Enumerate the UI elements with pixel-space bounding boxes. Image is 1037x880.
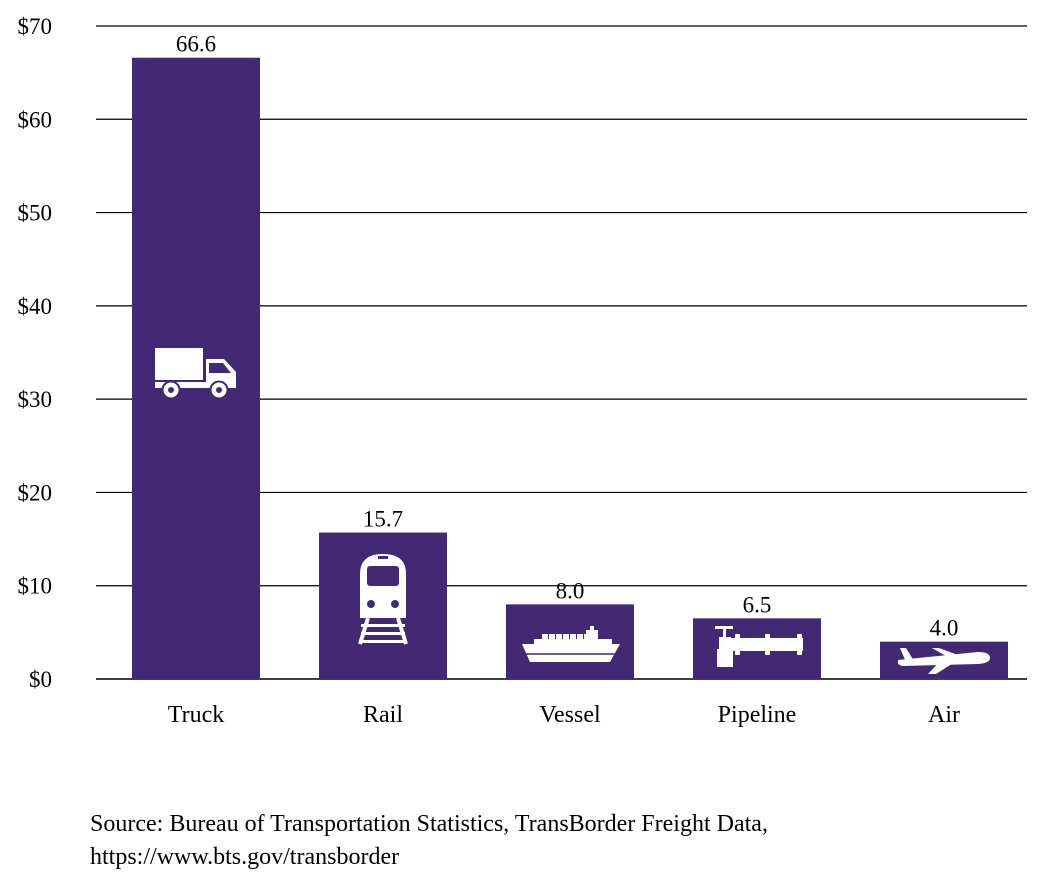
data-label-pipeline: 6.5	[743, 592, 772, 617]
y-tick-label: $30	[18, 387, 53, 412]
data-labels: 66.6 15.7 8.0 6.5 4.0	[176, 32, 959, 641]
category-label-vessel: Vessel	[539, 702, 601, 728]
y-axis-ticks: $0 $10 $20 $30 $40 $50 $60 $70	[18, 14, 53, 692]
source-line-1: Source: Bureau of Transportation Statist…	[90, 811, 768, 837]
data-label-vessel: 8.0	[556, 578, 585, 603]
source-line-2: https://www.bts.gov/transborder	[90, 844, 400, 870]
data-label-rail: 15.7	[363, 507, 403, 532]
y-tick-label: $0	[29, 667, 52, 692]
category-label-rail: Rail	[363, 702, 403, 728]
category-labels: Truck Rail Vessel Pipeline Air	[168, 702, 960, 728]
airplane-icon	[898, 648, 990, 674]
pipeline-icon	[715, 626, 803, 667]
y-tick-label: $70	[18, 14, 53, 39]
category-label-pipeline: Pipeline	[718, 702, 797, 728]
category-label-air: Air	[928, 702, 960, 728]
y-tick-label: $60	[18, 107, 53, 132]
y-tick-label: $10	[18, 574, 53, 599]
bar-icons	[155, 348, 990, 674]
y-tick-label: $20	[18, 480, 53, 505]
data-label-air: 4.0	[930, 616, 959, 641]
y-tick-label: $50	[18, 201, 53, 226]
ship-icon	[522, 626, 620, 662]
bar-chart: $0 $10 $20 $30 $40 $50 $60 $70 66.6 15.7 8.0 6.5 4.…	[18, 14, 1027, 728]
data-label-truck: 66.6	[176, 32, 216, 57]
truck-icon	[155, 348, 236, 400]
source-note: Source: Bureau of Transportation Statist…	[90, 808, 768, 874]
y-tick-label: $40	[18, 294, 53, 319]
train-icon	[358, 554, 408, 645]
category-label-truck: Truck	[168, 702, 224, 728]
